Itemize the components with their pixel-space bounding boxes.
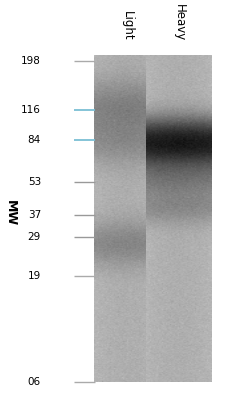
Text: 84: 84 [28,135,41,145]
Text: Light: Light [120,11,134,41]
Text: Heavy: Heavy [172,4,185,41]
Text: 198: 198 [21,56,41,66]
Text: 53: 53 [28,177,41,187]
Text: 19: 19 [28,271,41,281]
Text: 116: 116 [21,105,41,115]
Text: MW: MW [4,200,17,226]
Text: 06: 06 [28,377,41,387]
Text: 29: 29 [28,232,41,242]
Text: 37: 37 [28,210,41,220]
